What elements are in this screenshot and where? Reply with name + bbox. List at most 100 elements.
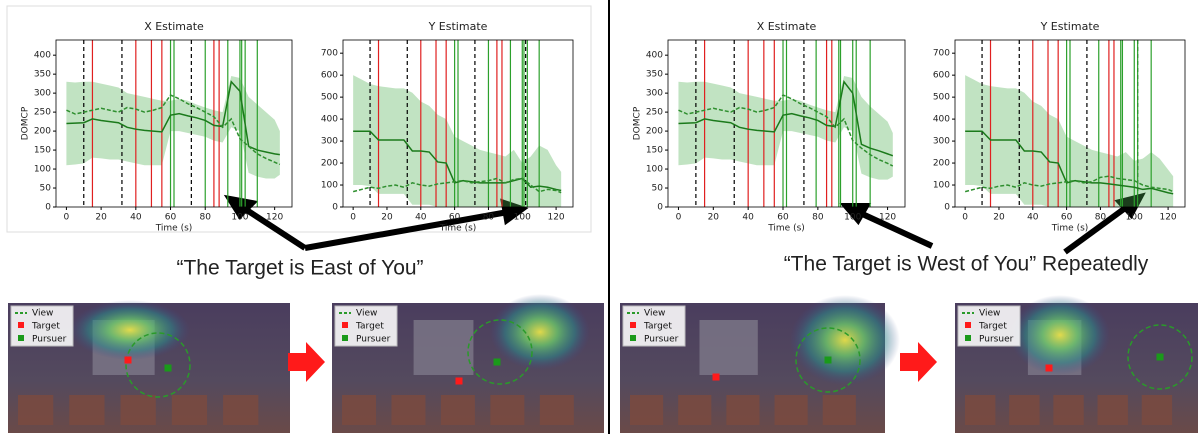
x-tick-label: 120	[1159, 213, 1176, 223]
x-tick-label: 100	[1126, 213, 1143, 223]
y-tick-label: 700	[933, 49, 950, 59]
map-building	[1053, 395, 1083, 425]
x-tick-label: 120	[547, 213, 564, 223]
y-tick-label: 200	[321, 159, 338, 169]
y-tick-label: 200	[34, 127, 51, 137]
y-tick-label: 150	[646, 146, 663, 156]
legend-icon	[630, 322, 636, 328]
pursuer-marker	[825, 357, 832, 364]
map-building	[1098, 395, 1128, 425]
y-tick-label: 350	[646, 70, 663, 80]
y-tick-label: 250	[34, 108, 51, 118]
x-tick-label: 20	[95, 213, 107, 223]
x-tick-label: 100	[514, 213, 531, 223]
chart-title: Y Estimate	[428, 20, 488, 33]
transition-arrow	[900, 342, 937, 382]
x-tick-label: 0	[676, 213, 682, 223]
map-building	[121, 395, 156, 425]
map-building	[391, 395, 425, 425]
map-building	[540, 395, 574, 425]
legend-icon	[18, 335, 24, 341]
map-building	[726, 395, 759, 425]
x-tick-label: 40	[130, 213, 142, 223]
chart-title: Y Estimate	[1040, 20, 1100, 33]
x-tick-label: 120	[266, 213, 283, 223]
pointer-arrows	[230, 197, 1140, 252]
map-legend-label: View	[356, 309, 377, 319]
y-tick-label: 600	[321, 71, 338, 81]
target-marker	[713, 374, 720, 381]
legend-icon	[342, 335, 348, 341]
y-tick-label: 50	[652, 184, 664, 194]
map-legend-label: Target	[31, 322, 60, 332]
y-tick-label: 500	[933, 93, 950, 103]
x-tick-label: 40	[415, 213, 427, 223]
map-building	[775, 395, 808, 425]
x-tick-label: 60	[1061, 213, 1073, 223]
map-building	[1009, 395, 1039, 425]
map-building	[414, 320, 474, 375]
map-panels: ViewTargetPursuerViewTargetPursuerViewTa…	[8, 294, 1198, 433]
y-tick-label: 500	[321, 93, 338, 103]
x-tick-label: 120	[879, 213, 896, 223]
chart-title: X Estimate	[144, 20, 204, 33]
map-legend-label: Pursuer	[644, 335, 679, 345]
x-tick-label: 80	[200, 213, 212, 223]
y-tick-label: 100	[646, 165, 663, 175]
y-tick-label: 200	[646, 127, 663, 137]
pursuer-marker	[494, 359, 501, 366]
x-tick-label: 0	[350, 213, 356, 223]
map-building	[441, 395, 475, 425]
chart: X EstimateTime (s)DOMCP02040608010012005…	[633, 20, 906, 234]
y-tick-label: 300	[34, 89, 51, 99]
x-axis-label: Time (s)	[439, 224, 477, 234]
x-tick-label: 60	[777, 213, 789, 223]
x-axis-label: Time (s)	[767, 224, 805, 234]
x-tick-label: 80	[1095, 213, 1107, 223]
x-tick-label: 80	[812, 213, 824, 223]
y-tick-label: 0	[657, 203, 663, 213]
x-tick-label: 20	[381, 213, 393, 223]
map-building	[678, 395, 711, 425]
heatmap	[1010, 295, 1110, 375]
x-tick-label: 0	[64, 213, 70, 223]
map-building	[700, 320, 758, 375]
caption: “The Target is East of You”	[176, 257, 423, 280]
legend-icon	[18, 322, 24, 328]
x-tick-label: 100	[231, 213, 248, 223]
y-tick-label: 300	[646, 89, 663, 99]
confidence-band	[66, 76, 279, 178]
x-tick-label: 40	[1027, 213, 1039, 223]
legend-icon	[630, 335, 636, 341]
pursuer-marker	[1157, 354, 1164, 361]
y-tick-label: 350	[34, 70, 51, 80]
x-tick-label: 60	[165, 213, 177, 223]
y-tick-label: 600	[933, 71, 950, 81]
y-tick-label: 100	[34, 165, 51, 175]
figure: “The Target is East of You” “The Target …	[0, 0, 1202, 434]
heatmap	[490, 294, 590, 370]
map-building	[172, 395, 207, 425]
y-tick-label: 150	[34, 146, 51, 156]
y-tick-label: 400	[321, 115, 338, 125]
chart: Y EstimateTime (s)0204060801001200100200…	[321, 20, 573, 234]
figure-canvas: “The Target is East of You” “The Target …	[0, 0, 1202, 434]
caption: “The Target is West of You” Repeatedly	[784, 253, 1149, 276]
y-tick-label: 400	[34, 51, 51, 61]
y-axis-label: DOMCP	[21, 106, 31, 140]
x-tick-label: 0	[962, 213, 968, 223]
x-axis-label: Time (s)	[155, 224, 193, 234]
map-building	[342, 395, 376, 425]
legend-icon	[965, 335, 971, 341]
x-tick-label: 80	[483, 213, 495, 223]
map-legend-label: View	[644, 309, 665, 319]
map-building	[223, 395, 258, 425]
y-tick-label: 100	[321, 181, 338, 191]
y-tick-label: 300	[933, 137, 950, 147]
target-marker	[456, 378, 463, 385]
map-legend-label: Pursuer	[356, 335, 391, 345]
map-legend-label: View	[32, 309, 53, 319]
chart-title: X Estimate	[757, 20, 817, 33]
y-tick-label: 0	[45, 203, 51, 213]
